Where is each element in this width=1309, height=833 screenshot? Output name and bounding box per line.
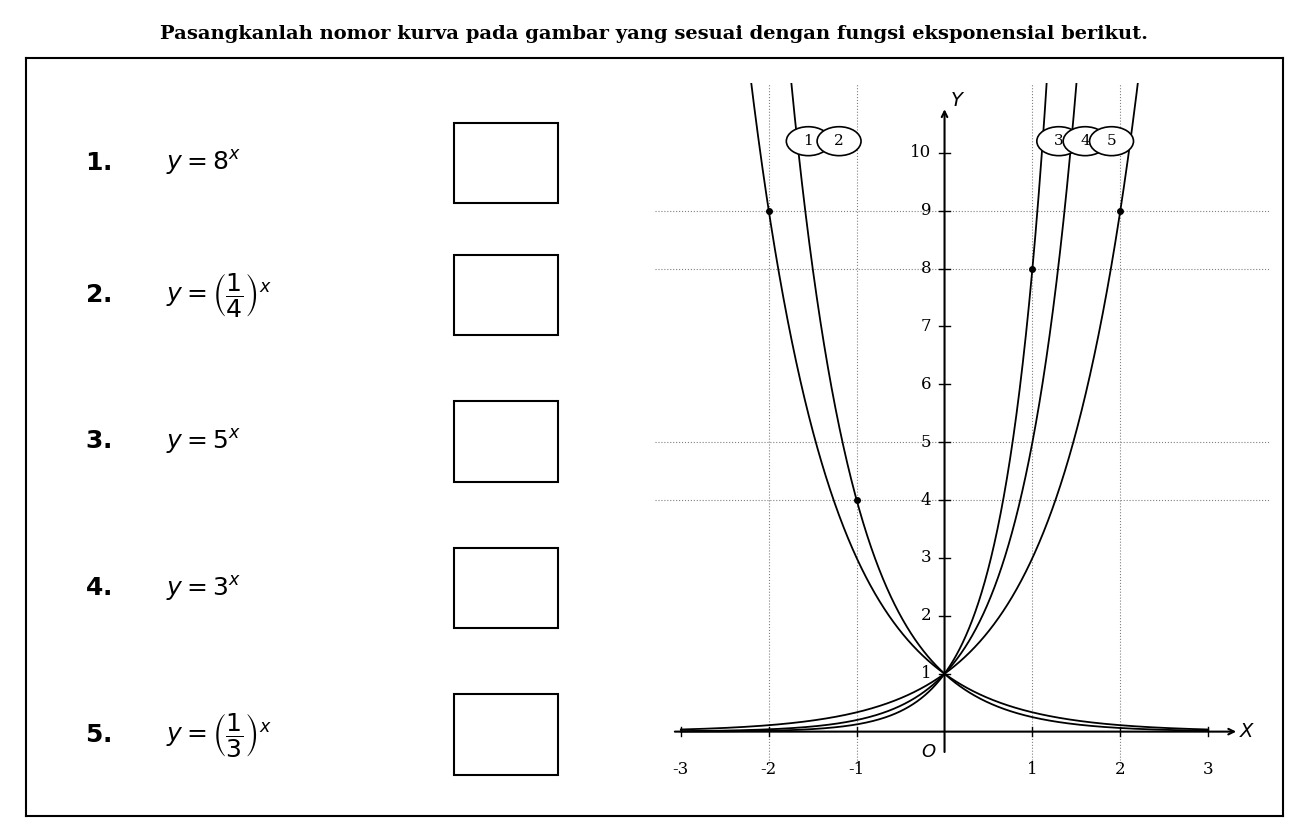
Text: 2: 2 bbox=[1115, 761, 1126, 777]
Text: 6: 6 bbox=[920, 376, 932, 393]
Text: 5: 5 bbox=[1106, 134, 1117, 148]
Text: $X$: $X$ bbox=[1240, 722, 1257, 741]
Text: 1: 1 bbox=[804, 134, 813, 148]
Text: 1: 1 bbox=[1028, 761, 1038, 777]
Text: $\mathbf{3.}$: $\mathbf{3.}$ bbox=[85, 430, 111, 453]
Circle shape bbox=[817, 127, 861, 156]
Text: $\mathbf{1.}$: $\mathbf{1.}$ bbox=[85, 151, 111, 175]
Text: 3: 3 bbox=[920, 550, 932, 566]
Text: -1: -1 bbox=[848, 761, 865, 777]
Text: $O$: $O$ bbox=[922, 743, 936, 761]
Text: 5: 5 bbox=[920, 434, 932, 451]
Text: 3: 3 bbox=[1203, 761, 1213, 777]
Circle shape bbox=[787, 127, 830, 156]
Text: $\mathbf{5.}$: $\mathbf{5.}$ bbox=[85, 723, 111, 746]
Circle shape bbox=[1037, 127, 1081, 156]
Text: 9: 9 bbox=[920, 202, 932, 219]
Text: Pasangkanlah nomor kurva pada gambar yang sesuai dengan fungsi eksponensial beri: Pasangkanlah nomor kurva pada gambar yan… bbox=[161, 25, 1148, 43]
Text: 2: 2 bbox=[834, 134, 844, 148]
Text: $y = 8^x$: $y = 8^x$ bbox=[166, 148, 241, 177]
Text: 7: 7 bbox=[920, 318, 932, 335]
Text: $y = 3^x$: $y = 3^x$ bbox=[166, 574, 241, 602]
Text: 4: 4 bbox=[1080, 134, 1090, 148]
Text: 8: 8 bbox=[920, 260, 932, 277]
Text: $y = \left(\dfrac{1}{4}\right)^x$: $y = \left(\dfrac{1}{4}\right)^x$ bbox=[166, 271, 272, 319]
Text: $Y$: $Y$ bbox=[950, 91, 965, 110]
Text: 3: 3 bbox=[1054, 134, 1064, 148]
Text: $y = 5^x$: $y = 5^x$ bbox=[166, 427, 241, 456]
Text: -3: -3 bbox=[673, 761, 689, 777]
FancyBboxPatch shape bbox=[454, 402, 558, 481]
Text: 2: 2 bbox=[920, 607, 932, 625]
FancyBboxPatch shape bbox=[454, 695, 558, 775]
Text: 10: 10 bbox=[910, 144, 932, 162]
Text: 1: 1 bbox=[920, 666, 932, 682]
FancyBboxPatch shape bbox=[454, 548, 558, 628]
Text: $\mathbf{4.}$: $\mathbf{4.}$ bbox=[85, 576, 111, 600]
Text: -2: -2 bbox=[761, 761, 776, 777]
Text: 4: 4 bbox=[920, 491, 932, 509]
Text: $\mathbf{2.}$: $\mathbf{2.}$ bbox=[85, 283, 111, 307]
Circle shape bbox=[1089, 127, 1134, 156]
FancyBboxPatch shape bbox=[454, 255, 558, 335]
Text: $y = \left(\dfrac{1}{3}\right)^x$: $y = \left(\dfrac{1}{3}\right)^x$ bbox=[166, 711, 272, 759]
FancyBboxPatch shape bbox=[454, 122, 558, 203]
Circle shape bbox=[1063, 127, 1107, 156]
